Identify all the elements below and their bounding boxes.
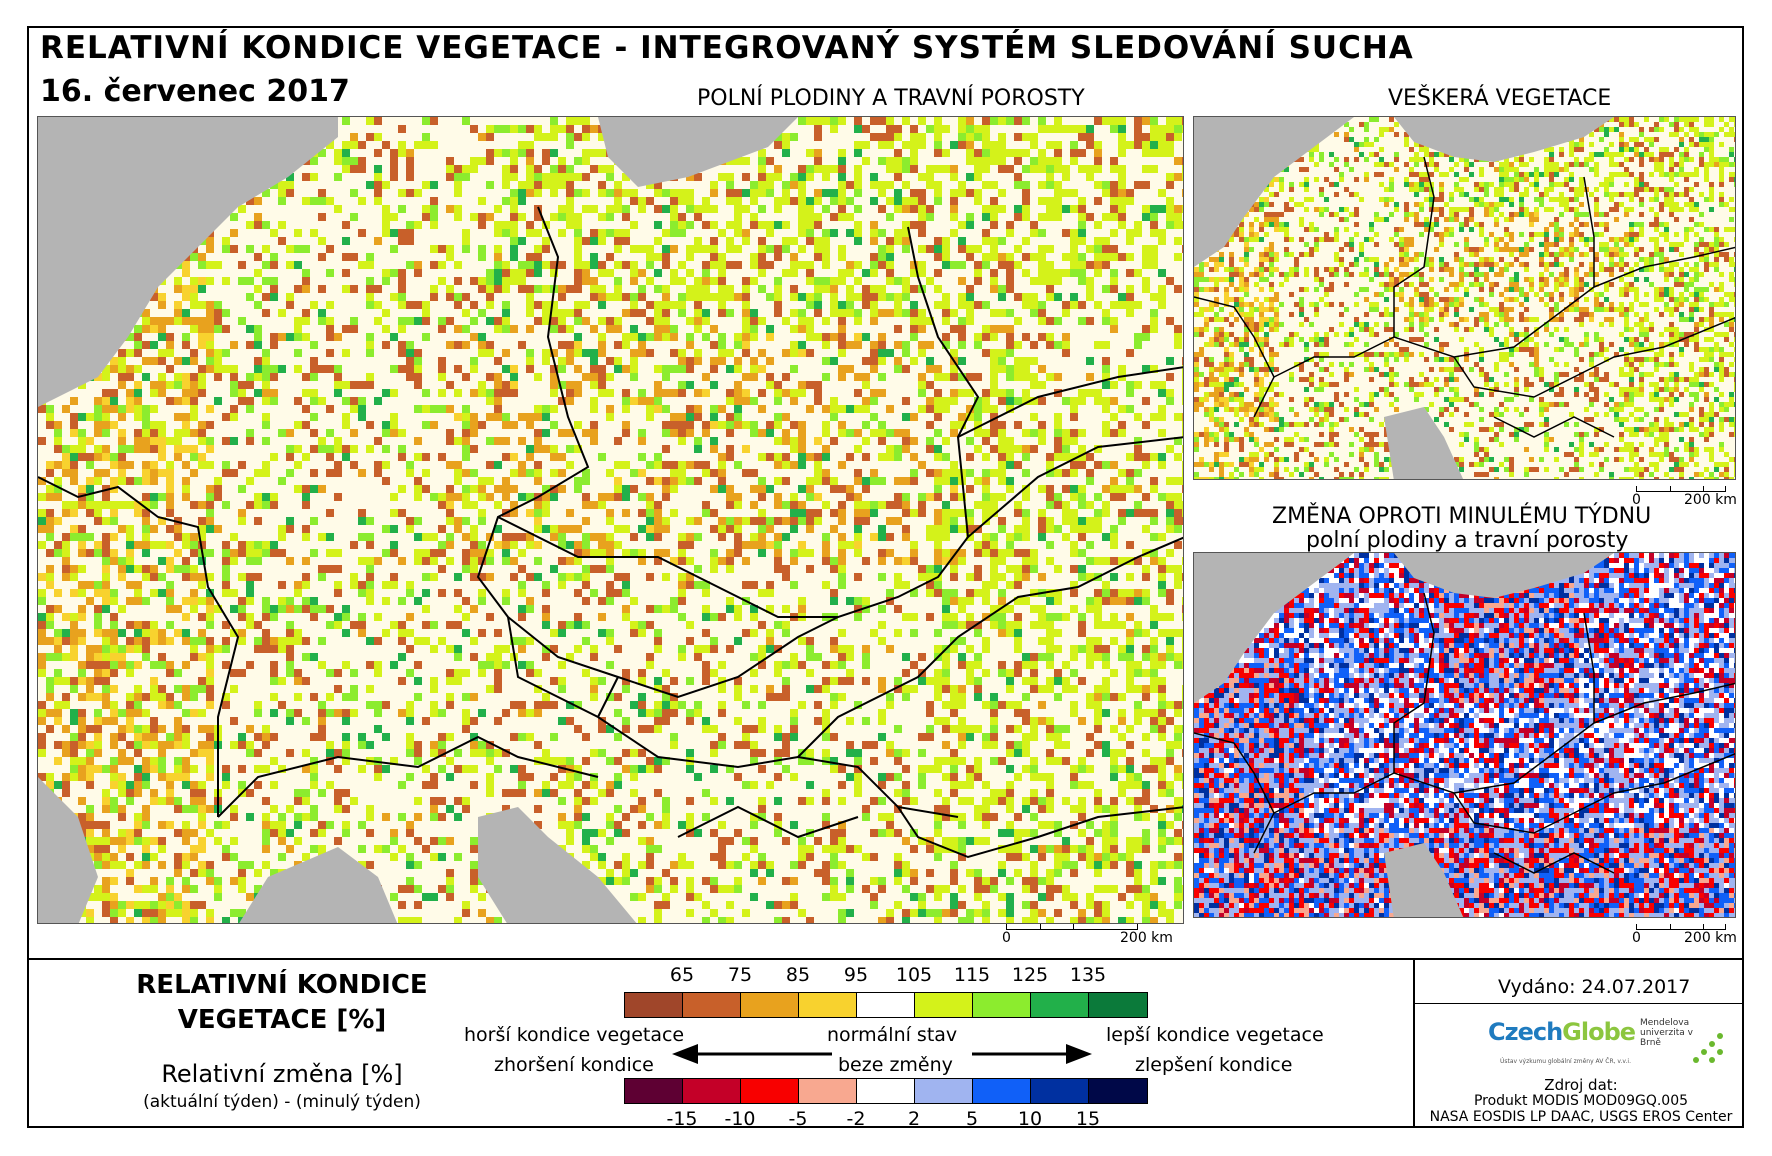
legend-divider [27,958,1744,960]
logo-part-a: Czech [1488,1018,1563,1046]
change-map-label: ZMĚNA OPROTI MINULÉMU TÝDNU [1272,504,1652,529]
czechglobe-logo-subtitle: Ústav výzkumu globální změny AV ČR, v.v.… [1500,1058,1631,1065]
condition-tick-label: 95 [843,964,869,986]
right-arrow-icon [972,1044,1092,1064]
condition-tick-label: 115 [953,964,991,986]
condition-tick-label: 65 [669,964,695,986]
condition-swatch [857,993,915,1017]
normal-state-label: normální stav [827,1024,958,1046]
legend-change-formula: (aktuální týden) - (minulý týden) [143,1092,421,1112]
change-tick-label: 5 [965,1108,979,1130]
all-map-canvas [1194,117,1735,479]
weekly-change-map[interactable] [1193,552,1736,918]
scalebar-zero: 0 [1002,930,1011,946]
change-tick-label: -15 [666,1108,698,1130]
scalebar-end: 200 km [1684,492,1737,508]
page-title: RELATIVNÍ KONDICE VEGETACE - INTEGROVANÝ… [40,30,1414,66]
change-tick-label: -5 [788,1108,808,1130]
worsening-label: zhoršení kondice [494,1054,654,1076]
condition-tick-label: 135 [1069,964,1107,986]
change-swatch [1089,1079,1147,1103]
condition-tick-label: 75 [727,964,753,986]
source-product: Produkt MODIS MOD09GQ.005 [1473,1093,1689,1109]
change-swatch [1031,1079,1089,1103]
change-map-canvas [1194,553,1735,917]
scalebar-zero: 0 [1632,930,1641,946]
change-swatch [741,1079,799,1103]
issued-date: Vydáno: 24.07.2017 [1498,976,1691,998]
change-tick-label: 2 [907,1108,921,1130]
change-swatch [799,1079,857,1103]
change-swatch [915,1079,973,1103]
all-vegetation-condition-map[interactable] [1193,116,1736,480]
source-provider: NASA EOSDIS LP DAAC, USGS EROS Center [1429,1109,1733,1125]
change-swatch [857,1079,915,1103]
condition-tick-label: 125 [1011,964,1049,986]
mendel-dots-icon [1693,1033,1723,1063]
legend-change-title: Relativní změna [%] [161,1060,403,1088]
date-label: 16. červenec 2017 [40,74,350,109]
change-tick-label: 10 [1017,1108,1043,1130]
scalebar-end: 200 km [1684,930,1737,946]
condition-tick-label: 85 [785,964,811,986]
scalebar-end: 200 km [1120,930,1173,946]
source-heading: Zdroj dat: [1544,1076,1618,1094]
condition-swatch [973,993,1031,1017]
change-colorbar [624,1078,1148,1104]
left-arrow-icon [672,1044,832,1064]
condition-swatch [683,993,741,1017]
all-vegetation-map-label: VEŠKERÁ VEGETACE [1388,86,1612,111]
change-swatch [973,1079,1031,1103]
better-condition-label: lepší kondice vegetace [1106,1024,1324,1046]
no-change-label: beze změny [838,1054,953,1076]
condition-colorbar [624,992,1148,1018]
legend-title-line2: VEGETACE [%] [177,1005,387,1035]
condition-swatch [915,993,973,1017]
condition-swatch [1089,993,1147,1017]
change-tick-label: -10 [724,1108,756,1130]
condition-tick-label: 105 [895,964,933,986]
improving-label: zlepšení kondice [1135,1054,1293,1076]
change-tick-label: 15 [1075,1108,1101,1130]
condition-swatch [799,993,857,1017]
legend-title-line1: RELATIVNÍ KONDICE [136,970,428,1000]
condition-swatch [1031,993,1089,1017]
mendel-university-logo[interactable]: Mendelova univerzita v Brně [1640,1018,1693,1048]
condition-swatch [741,993,799,1017]
issued-divider [1413,1003,1744,1004]
change-tick-label: -2 [846,1108,866,1130]
scalebar-zero: 0 [1632,492,1641,508]
main-vegetation-condition-map[interactable] [37,116,1184,924]
logo-part-b: Globe [1562,1018,1636,1046]
czechglobe-logo[interactable]: CzechGlobe [1488,1018,1636,1046]
condition-swatch [625,993,683,1017]
main-map-label: POLNÍ PLODINY A TRAVNÍ POROSTY [697,86,1085,111]
change-map-sublabel: polní plodiny a travní porosty [1306,528,1629,553]
worse-condition-label: horší kondice vegetace [464,1024,685,1046]
info-divider [1413,958,1415,1128]
change-swatch [625,1079,683,1103]
change-swatch [683,1079,741,1103]
data-source: Zdroj dat: Produkt MODIS MOD09GQ.005 NAS… [1420,1077,1742,1125]
main-map-canvas [38,117,1183,923]
